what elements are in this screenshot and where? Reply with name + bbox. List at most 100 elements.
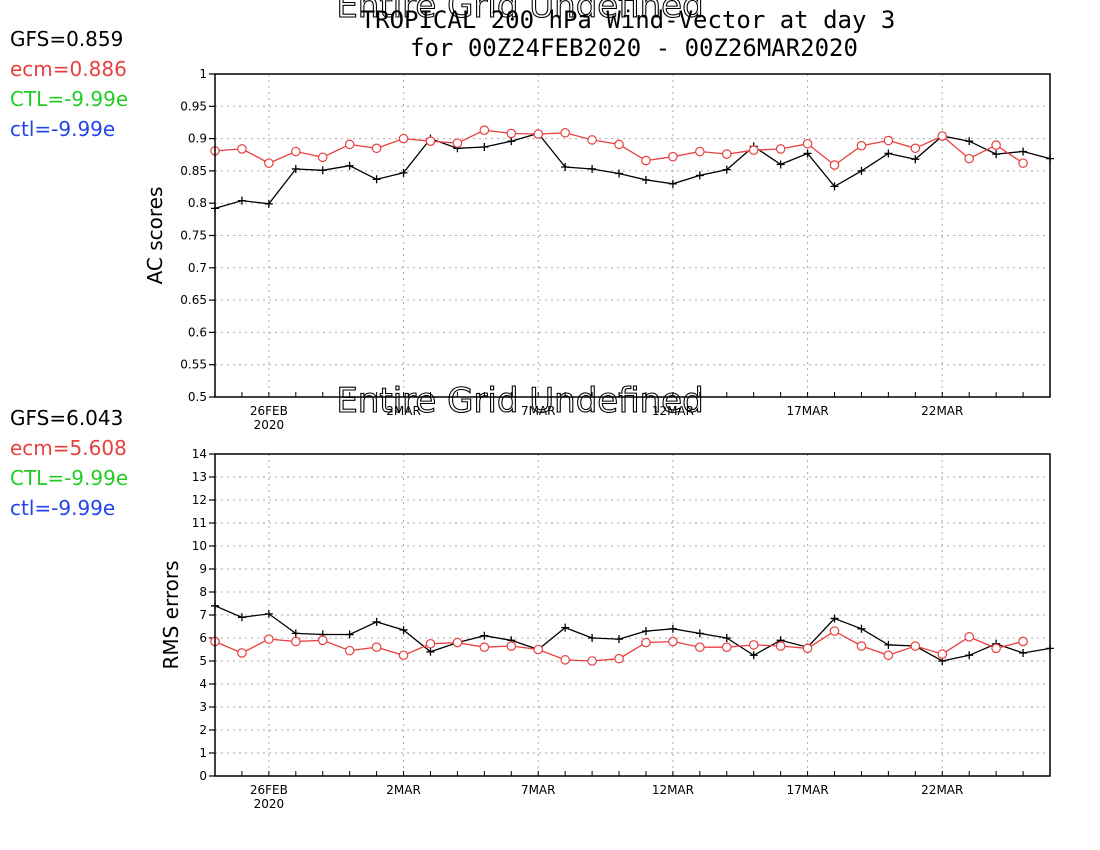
data-point-gfs (965, 651, 974, 660)
data-point-gfs (965, 137, 974, 146)
series-line-gfs (214, 605, 1051, 662)
data-point-ecm (1018, 636, 1028, 647)
data-point-ecm (533, 644, 544, 655)
stat-ctl-lower: ctl=-9.99e (10, 496, 115, 520)
data-point-ecm (291, 146, 301, 157)
data-point-gfs (911, 155, 920, 164)
x-tick-label: 2MAR (386, 404, 421, 418)
data-point-gfs (264, 199, 273, 208)
y-tick-label: 0.5 (188, 390, 207, 404)
data-point-ecm (425, 136, 436, 146)
y-tick-label: 0.65 (180, 293, 207, 307)
data-point-gfs (345, 161, 354, 170)
data-point-ecm (587, 135, 597, 145)
chart-title: TROPICAL 200 hPa Wind-Vector at day 3 fo… (361, 6, 896, 62)
data-point-gfs (291, 164, 300, 173)
data-point-ecm (748, 640, 759, 650)
data-point-ecm (641, 637, 651, 648)
stat-ctl-upper: CTL=-9.99e (10, 466, 128, 490)
data-point-ecm (560, 655, 570, 665)
stat-ecm-value: ecm=0.886 (10, 57, 127, 81)
data-point-gfs (372, 617, 381, 626)
data-point-gfs (561, 163, 570, 172)
data-point-gfs (426, 647, 435, 656)
y-tick-label: 9 (199, 562, 207, 576)
data-point-ecm (991, 643, 1001, 654)
data-point-ecm (237, 144, 247, 154)
data-point-ecm (748, 145, 759, 156)
panel-bottom: GFS=6.043 ecm=5.608 CTL=-9.99e ctl=-9.99e RM… (10, 0, 1054, 811)
data-point-gfs (291, 629, 300, 638)
data-point-gfs (507, 137, 516, 146)
data-point-gfs (588, 164, 597, 173)
data-point-ecm (398, 133, 409, 144)
data-point-ecm (910, 641, 921, 651)
data-point-gfs (561, 623, 570, 632)
y-tick-label: 4 (199, 677, 207, 691)
data-point-ecm (802, 643, 813, 654)
data-point-ecm (883, 650, 894, 661)
x-tick-label: 26FEB (250, 783, 288, 797)
stat-gfs-value: GFS=0.859 (10, 27, 123, 51)
data-point-ecm (775, 144, 786, 154)
data-point-ecm (291, 636, 301, 647)
y-tick-label: 8 (199, 585, 207, 599)
y-tick-label: 0 (199, 769, 207, 783)
y-tick-label: 1 (199, 746, 207, 760)
plot-frame (214, 453, 1051, 777)
data-point-ecm (264, 158, 274, 168)
stat-ctl-upper: CTL=-9.99e (10, 87, 128, 111)
y-tick-label: 0.7 (188, 261, 207, 275)
data-point-ecm (398, 650, 409, 661)
y-tick-label: 0.55 (180, 358, 207, 372)
data-point-gfs (884, 640, 893, 649)
overlay-undefined-text: Entire Grid Undefined (336, 381, 703, 421)
x-tick-label: 12MAR (652, 783, 694, 797)
y-tick-label: 13 (192, 470, 207, 484)
data-point-gfs (776, 160, 785, 169)
data-point-gfs (264, 609, 273, 618)
x-tick-label: 7MAR (521, 783, 556, 797)
data-point-gfs (668, 624, 677, 633)
data-point-gfs (857, 166, 866, 175)
data-point-gfs (372, 175, 381, 184)
x-tick-label: 2MAR (386, 783, 421, 797)
data-point-gfs (318, 166, 327, 175)
y-tick-label: 0.95 (180, 99, 207, 113)
data-point-ecm (587, 656, 597, 666)
data-point-ecm (695, 642, 705, 652)
data-point-ecm (479, 642, 490, 652)
data-point-ecm (371, 642, 382, 652)
data-point-ecm (991, 140, 1001, 150)
data-point-ecm (829, 160, 840, 170)
y-tick-label: 6 (199, 631, 207, 645)
y-tick-label: 5 (199, 654, 207, 668)
data-point-gfs (857, 624, 866, 633)
data-point-gfs (830, 614, 839, 623)
data-point-gfs (641, 627, 650, 636)
series-gfs (211, 601, 1054, 665)
data-point-gfs (399, 625, 408, 634)
data-point-ecm (856, 641, 867, 651)
chart-title-line2: for 00Z24FEB2020 - 00Z26MAR2020 (410, 34, 858, 62)
data-point-ecm (641, 155, 651, 166)
data-point-ecm (344, 645, 355, 656)
data-point-ecm (668, 636, 678, 647)
chart-title-line1: TROPICAL 200 hPa Wind-Vector at day 3 (361, 6, 896, 34)
data-point-gfs (722, 634, 731, 642)
y-tick-label: 0.75 (180, 229, 207, 243)
data-point-gfs (399, 168, 408, 177)
stat-gfs-value: GFS=6.043 (10, 406, 123, 430)
data-point-gfs (615, 635, 624, 644)
data-point-ecm (910, 143, 921, 154)
data-point-ecm (506, 641, 517, 651)
y-tick-label: 0.6 (188, 325, 207, 339)
data-point-ecm (1018, 158, 1028, 168)
data-point-ecm (721, 149, 732, 159)
x-tick-sublabel: 2020 (254, 797, 285, 811)
data-point-ecm (452, 138, 463, 148)
data-point-gfs (668, 179, 677, 188)
y-tick-label: 1 (199, 67, 207, 81)
data-point-gfs (1019, 147, 1028, 156)
y-tick-label: 0.85 (180, 164, 207, 178)
